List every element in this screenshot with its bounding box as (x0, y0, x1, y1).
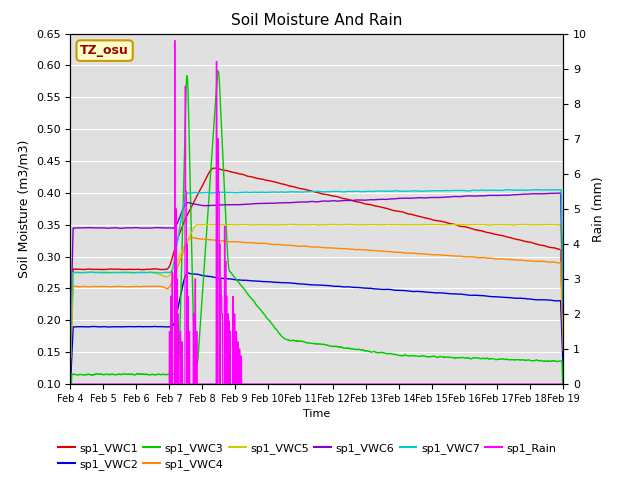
sp1_VWC6 (513, 192, 520, 198)
sp1_VWC1 (559, 341, 567, 347)
sp1_VWC4 (373, 248, 381, 254)
Line: sp1_VWC1: sp1_VWC1 (70, 168, 563, 359)
sp1_VWC5 (204, 222, 212, 228)
sp1_VWC3 (67, 408, 74, 414)
sp1_VWC7 (535, 187, 543, 192)
sp1_VWC4 (204, 237, 212, 242)
sp1_VWC3 (214, 68, 222, 73)
sp1_VWC5 (513, 222, 520, 228)
Line: sp1_VWC4: sp1_VWC4 (70, 238, 563, 367)
Line: sp1_VWC7: sp1_VWC7 (70, 190, 563, 360)
Line: sp1_VWC3: sp1_VWC3 (70, 71, 563, 411)
sp1_VWC7 (559, 290, 567, 296)
sp1_VWC3 (373, 350, 381, 356)
sp1_VWC2 (204, 274, 212, 279)
sp1_VWC1 (559, 331, 567, 336)
sp1_VWC4 (172, 268, 180, 274)
sp1_Rain (365, 381, 372, 387)
sp1_VWC1 (204, 172, 212, 178)
Line: sp1_VWC2: sp1_VWC2 (70, 273, 563, 387)
sp1_VWC3 (172, 372, 180, 377)
Line: sp1_Rain: sp1_Rain (70, 41, 563, 384)
sp1_VWC7 (373, 188, 381, 194)
Y-axis label: Rain (mm): Rain (mm) (593, 176, 605, 241)
sp1_VWC7 (172, 247, 180, 253)
sp1_VWC5 (373, 222, 381, 228)
sp1_VWC4 (365, 248, 372, 253)
Text: TZ_osu: TZ_osu (80, 44, 129, 57)
sp1_VWC1 (172, 242, 180, 248)
sp1_Rain (559, 381, 567, 387)
sp1_VWC2 (67, 384, 74, 390)
sp1_VWC2 (365, 286, 372, 291)
sp1_VWC6 (67, 335, 74, 341)
sp1_VWC6 (172, 223, 180, 228)
sp1_Rain (373, 381, 381, 387)
sp1_VWC6 (559, 298, 567, 304)
sp1_VWC2 (184, 270, 192, 276)
sp1_VWC1 (373, 204, 381, 209)
sp1_VWC6 (204, 203, 212, 208)
sp1_VWC7 (513, 187, 520, 193)
sp1_VWC2 (513, 295, 520, 301)
sp1_VWC4 (513, 257, 520, 263)
sp1_VWC3 (559, 389, 567, 395)
sp1_VWC2 (172, 314, 180, 320)
Y-axis label: Soil Moisture (m3/m3): Soil Moisture (m3/m3) (17, 140, 30, 278)
sp1_VWC5 (172, 261, 180, 266)
sp1_VWC5 (559, 317, 567, 323)
sp1_VWC2 (559, 360, 567, 366)
Title: Soil Moisture And Rain: Soil Moisture And Rain (231, 13, 403, 28)
sp1_VWC2 (559, 368, 567, 373)
sp1_VWC7 (365, 188, 372, 194)
sp1_VWC3 (365, 348, 372, 354)
sp1_VWC5 (365, 222, 372, 228)
sp1_VWC1 (365, 202, 372, 207)
Line: sp1_VWC5: sp1_VWC5 (70, 224, 563, 360)
sp1_VWC7 (559, 307, 567, 313)
sp1_VWC3 (559, 398, 567, 404)
sp1_VWC4 (559, 348, 567, 353)
Legend: sp1_VWC1, sp1_VWC2, sp1_VWC3, sp1_VWC4, sp1_VWC5, sp1_VWC6, sp1_VWC7, sp1_Rain: sp1_VWC1, sp1_VWC2, sp1_VWC3, sp1_VWC4, … (54, 438, 561, 474)
sp1_VWC5 (286, 221, 294, 227)
sp1_Rain (513, 381, 520, 387)
sp1_Rain (67, 381, 74, 387)
sp1_VWC3 (513, 357, 520, 363)
sp1_VWC4 (559, 338, 567, 344)
sp1_VWC1 (211, 165, 219, 171)
sp1_VWC7 (204, 190, 212, 195)
sp1_VWC2 (373, 286, 381, 292)
sp1_Rain (171, 38, 179, 44)
sp1_VWC5 (559, 328, 567, 334)
sp1_VWC6 (559, 311, 567, 317)
sp1_VWC4 (188, 235, 195, 240)
X-axis label: Time: Time (303, 409, 330, 419)
sp1_VWC1 (67, 356, 74, 361)
sp1_VWC1 (513, 237, 520, 242)
sp1_VWC6 (556, 190, 563, 196)
sp1_VWC6 (373, 197, 381, 203)
Line: sp1_VWC6: sp1_VWC6 (70, 193, 563, 338)
sp1_Rain (204, 381, 212, 387)
sp1_Rain (172, 206, 180, 212)
sp1_VWC3 (204, 208, 212, 214)
sp1_VWC6 (365, 197, 372, 203)
sp1_VWC4 (67, 364, 74, 370)
sp1_VWC5 (67, 357, 74, 363)
sp1_Rain (559, 381, 567, 387)
sp1_VWC7 (67, 357, 74, 363)
